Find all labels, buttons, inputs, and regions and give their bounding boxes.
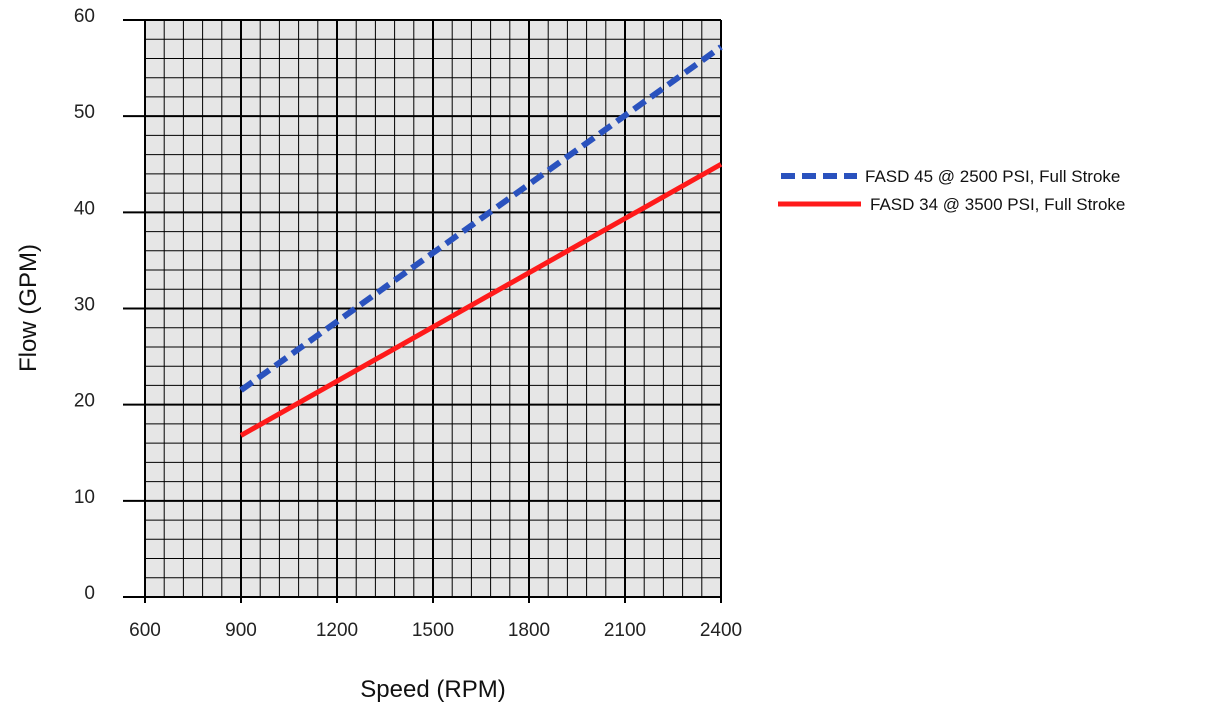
x-tick-label: 2400: [700, 620, 742, 641]
y-tick-label: 40: [74, 198, 95, 219]
x-tick-label: 1500: [412, 620, 454, 641]
legend-label-fasd45: FASD 45 @ 2500 PSI, Full Stroke: [865, 167, 1120, 186]
legend: FASD 45 @ 2500 PSI, Full Stroke FASD 34 …: [778, 167, 1125, 214]
series-lines: [239, 44, 723, 438]
x-tick-labels: 600 900 1200 1500 1800 2100 2400: [129, 620, 742, 641]
y-axis-title: Flow (GPM): [15, 244, 42, 372]
series-line-0: [239, 44, 723, 393]
y-tick-label: 50: [74, 102, 95, 123]
y-tick-label: 10: [74, 487, 95, 508]
y-tick-label: 20: [74, 391, 95, 412]
y-tick-labels: 0 10 20 30 40 50 60: [74, 6, 95, 604]
x-axis-title: Speed (RPM): [360, 676, 505, 703]
x-tick-label: 2100: [604, 620, 646, 641]
y-tick-label: 60: [74, 6, 95, 27]
legend-label-fasd34: FASD 34 @ 3500 PSI, Full Stroke: [870, 195, 1125, 214]
series-line-1: [239, 162, 723, 438]
axes: [144, 20, 721, 598]
x-tick-label: 1800: [508, 620, 550, 641]
x-tick-label: 900: [225, 620, 257, 641]
y-tick-label: 0: [84, 583, 95, 604]
y-tick-label: 30: [74, 295, 95, 316]
x-tick-label: 1200: [316, 620, 358, 641]
x-tick-label: 600: [129, 620, 161, 641]
